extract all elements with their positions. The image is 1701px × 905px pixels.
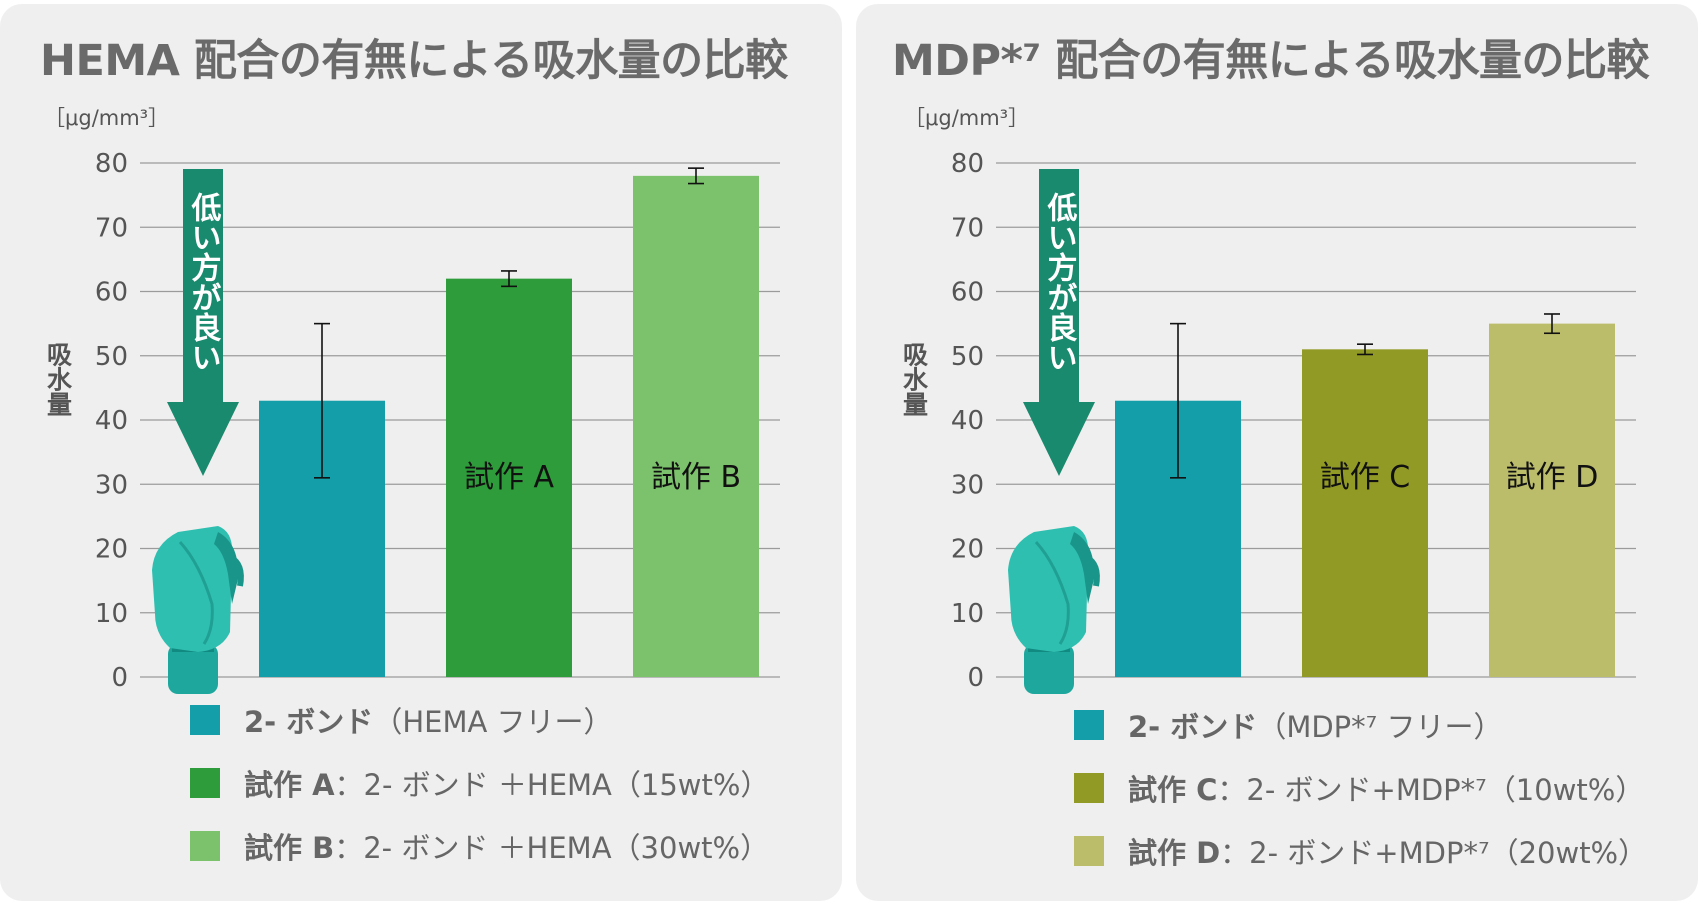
bond-bottle-icon	[1008, 526, 1100, 694]
y-tick-label: 80	[95, 149, 128, 179]
legend-swatch	[190, 705, 220, 735]
legend-name: 試作 D	[1128, 836, 1221, 870]
bond-bottle-icon	[152, 526, 244, 694]
y-tick-label: 70	[95, 213, 128, 243]
left-chart-panel: HEMA 配合の有無による吸水量の比較 ［μg/mm³］ 0 10 20 30 40 50…	[0, 4, 842, 901]
legend-name: 2- ボンド	[1128, 710, 1258, 744]
legend-name: 2- ボンド	[244, 705, 374, 739]
down-arrow-icon	[1023, 169, 1095, 476]
legend-desc: ：2- ボンド ＋HEMA（30wt%）	[334, 831, 770, 865]
y-tick-label: 80	[951, 149, 984, 179]
legend-swatch	[1074, 773, 1104, 803]
y-tick-label: 30	[951, 470, 984, 500]
bar-label: 試作 B	[651, 460, 741, 495]
legend-item: 試作 D ：2- ボンド+MDP*⁷（20wt%）	[1074, 835, 1647, 870]
y-tick-label: 70	[951, 213, 984, 243]
y-tick-label: 0	[111, 663, 128, 693]
legend-swatch	[1074, 710, 1104, 740]
legend-item: 試作 C ：2- ボンド+MDP*⁷（10wt%）	[1074, 772, 1647, 807]
y-tick-label: 0	[967, 663, 984, 693]
legend-item: 試作 B ：2- ボンド ＋HEMA（30wt%）	[190, 830, 769, 865]
y-tick-label: 60	[95, 278, 128, 308]
legend-name: 試作 B	[244, 831, 335, 865]
y-axis-label: 吸水量	[44, 342, 73, 417]
y-tick-label: 60	[951, 278, 984, 308]
arrow-label: 低い方が良い	[1042, 192, 1079, 372]
y-tick-label: 50	[95, 342, 128, 372]
legend-name: 試作 A	[244, 768, 335, 802]
legend-swatch	[190, 831, 220, 861]
legend-desc: ：2- ボンド+MDP*⁷（10wt%）	[1217, 773, 1645, 807]
bar	[1302, 349, 1428, 677]
legend-swatch	[1074, 836, 1104, 866]
bar-label: 試作 C	[1320, 460, 1410, 495]
legend: 2- ボンド （HEMA フリー） 試作 A ：2- ボンド ＋HEMA（15w…	[190, 704, 769, 893]
right-chart-panel: MDP*⁷ 配合の有無による吸水量の比較 ［μg/mm³］ 0 10 20 30 40 5…	[856, 4, 1698, 901]
y-tick-label: 10	[95, 599, 128, 629]
legend-item: 試作 A ：2- ボンド ＋HEMA（15wt%）	[190, 767, 769, 802]
bar	[446, 278, 572, 677]
unit-label: ［μg/mm³］	[904, 106, 1030, 130]
legend-desc: ：2- ボンド ＋HEMA（15wt%）	[334, 768, 770, 802]
legend-desc: （HEMA フリー）	[373, 705, 613, 739]
y-tick-label: 10	[951, 599, 984, 629]
chart-title: HEMA 配合の有無による吸水量の比較	[40, 36, 788, 86]
down-arrow-icon	[167, 169, 239, 476]
legend-item: 2- ボンド （MDP*⁷ フリー）	[1074, 709, 1647, 744]
bar	[1489, 323, 1615, 677]
legend-item: 2- ボンド （HEMA フリー）	[190, 704, 769, 739]
legend-desc: （MDP*⁷ フリー）	[1257, 710, 1503, 744]
y-tick-label: 50	[951, 342, 984, 372]
y-tick-label: 40	[95, 406, 128, 436]
bar	[633, 175, 759, 677]
chart-title: MDP*⁷ 配合の有無による吸水量の比較	[892, 36, 1650, 86]
y-axis-label: 吸水量	[900, 342, 929, 417]
unit-label: ［μg/mm³］	[44, 106, 170, 130]
bar-label: 試作 D	[1506, 460, 1599, 495]
legend: 2- ボンド （MDP*⁷ フリー） 試作 C ：2- ボンド+MDP*⁷（10…	[1074, 709, 1647, 898]
y-tick-label: 20	[95, 535, 128, 565]
y-tick-label: 30	[95, 470, 128, 500]
legend-swatch	[190, 768, 220, 798]
y-tick-label: 20	[951, 535, 984, 565]
bar-label: 試作 A	[464, 460, 555, 495]
legend-desc: ：2- ボンド+MDP*⁷（20wt%）	[1220, 836, 1648, 870]
y-tick-label: 40	[951, 406, 984, 436]
arrow-label: 低い方が良い	[186, 192, 223, 372]
legend-name: 試作 C	[1128, 773, 1218, 807]
